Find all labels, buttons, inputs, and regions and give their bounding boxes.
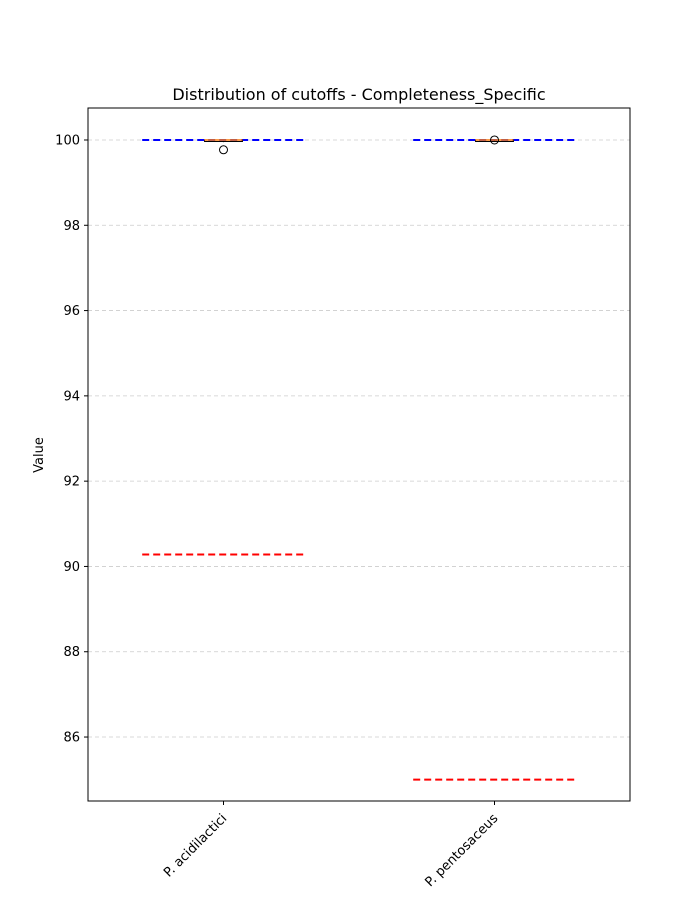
y-tick-label: 90 xyxy=(63,560,80,575)
y-tick-label: 86 xyxy=(63,731,80,746)
x-axis-ticks: P. acidilactici P. pentosaceus xyxy=(161,801,501,890)
y-tick-label: 94 xyxy=(63,389,80,404)
y-tick-label: 88 xyxy=(63,645,80,660)
y-axis-label: Value xyxy=(32,437,47,473)
grid-lines xyxy=(88,139,630,738)
y-axis-ticks: 86 88 90 92 94 96 98 100 xyxy=(55,133,88,746)
reference-lines xyxy=(142,138,576,781)
outlier-point xyxy=(490,135,499,145)
y-tick-label: 98 xyxy=(63,219,80,234)
outlier-point xyxy=(219,145,228,155)
y-tick-label: 96 xyxy=(63,304,80,319)
plot-frame xyxy=(87,107,631,802)
chart-title: Distribution of cutoffs - Completeness_S… xyxy=(172,85,545,105)
x-tick-label: P. acidilactici xyxy=(161,811,230,880)
boxes xyxy=(204,135,514,155)
x-tick-label: P. pentosaceus xyxy=(422,811,501,890)
y-tick-label: 100 xyxy=(55,133,80,148)
y-tick-label: 92 xyxy=(63,475,80,490)
